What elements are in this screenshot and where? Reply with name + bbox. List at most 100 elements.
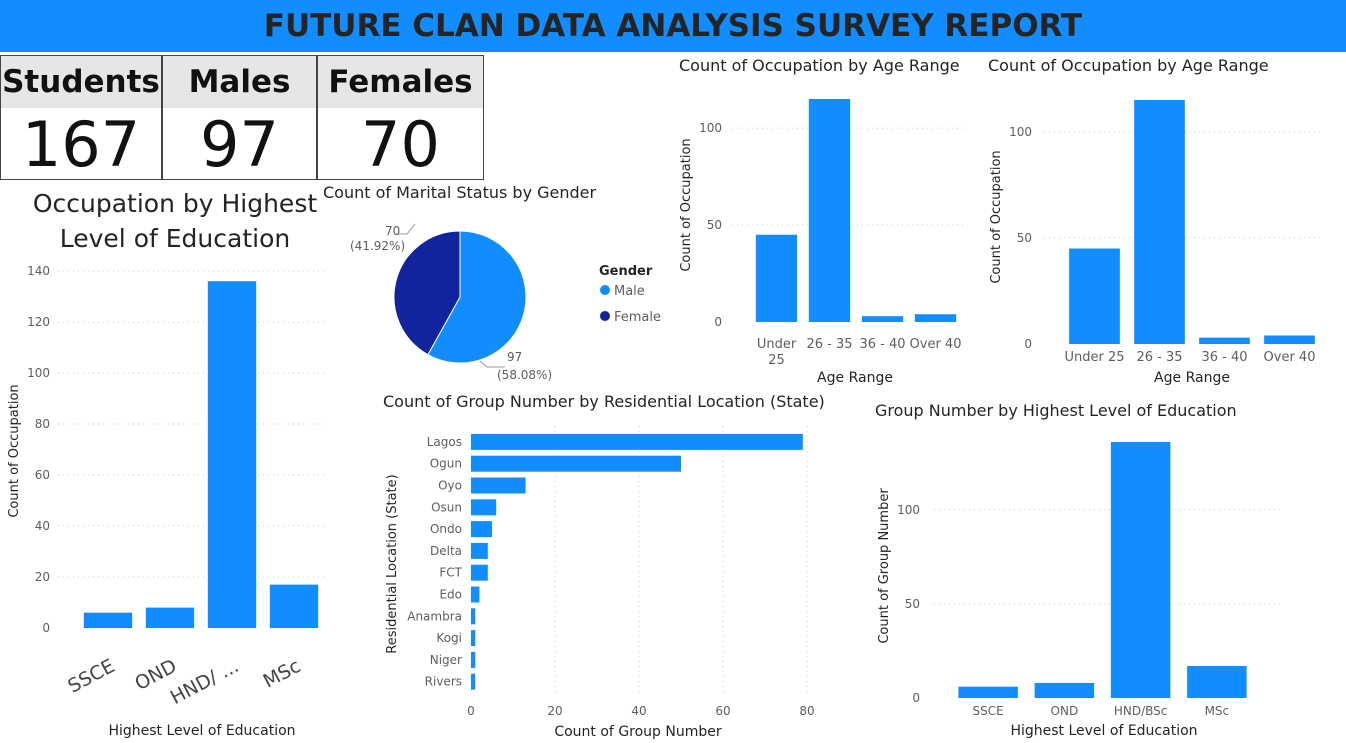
bar — [83, 612, 133, 628]
age-occupation-title-2: Count of Occupation by Age Range — [988, 56, 1269, 75]
edu-occupation-title-line2: Level of Education — [59, 224, 291, 253]
y-axis-title: Count of Occupation — [7, 384, 22, 517]
data-label-percent: (58.08%) — [497, 368, 552, 382]
bar — [471, 651, 476, 668]
students-card: Students 167 — [0, 55, 162, 180]
y-tick-label: 140 — [27, 264, 50, 278]
x-axis-title: Count of Group Number — [554, 724, 722, 740]
x-category-label: SSCE — [973, 704, 1004, 718]
marital-gender-title: Count of Marital Status by Gender — [323, 183, 597, 202]
males-card: Males 97 — [162, 55, 317, 180]
legend-label: Female — [614, 310, 661, 325]
x-category-label: 26 - 35 — [1136, 350, 1182, 365]
y-category-label: Anambra — [407, 609, 462, 623]
bar — [1034, 682, 1095, 698]
bar — [471, 608, 476, 625]
bar — [1110, 442, 1171, 698]
bar — [471, 455, 681, 472]
y-tick-label: 20 — [35, 570, 50, 584]
bar — [207, 281, 257, 628]
x-tick-label: 0 — [467, 704, 475, 718]
x-axis-title: Highest Level of Education — [1010, 723, 1197, 739]
x-tick-label: 20 — [547, 704, 562, 718]
y-tick-label: 60 — [35, 468, 50, 482]
report-title: FUTURE CLAN DATA ANALYSIS SURVEY REPORT — [263, 8, 1083, 44]
state-group-title: Count of Group Number by Residential Loc… — [383, 392, 825, 411]
x-tick-label: 40 — [631, 704, 646, 718]
x-category-label: 26 - 35 — [806, 337, 852, 352]
bar — [471, 433, 803, 450]
y-tick-label: 100 — [897, 503, 920, 517]
males-card-label: Males — [163, 56, 316, 108]
data-label-percent: (41.92%) — [350, 239, 405, 253]
bar — [808, 99, 851, 322]
leader-line — [479, 360, 505, 368]
edu-occupation-title-line1: Occupation by Highest — [32, 189, 318, 218]
x-category-label: MSc — [1205, 704, 1230, 718]
students-card-value: 167 — [21, 108, 141, 181]
females-card-value: 70 — [361, 108, 440, 181]
leader-line — [397, 223, 416, 235]
x-category-label: MSc — [260, 655, 305, 693]
y-tick-label: 40 — [35, 519, 50, 533]
edu-occupation-title: Occupation by Highest Level of Education — [0, 186, 350, 256]
bar — [471, 630, 476, 647]
bar — [914, 314, 957, 322]
y-category-label: Niger — [430, 653, 462, 667]
females-card-label: Females — [318, 56, 483, 108]
y-tick-label: 120 — [27, 315, 50, 329]
bar — [471, 521, 492, 538]
age-occupation-title-1: Count of Occupation by Age Range — [679, 56, 960, 75]
bar — [1069, 248, 1120, 344]
legend-marker — [600, 311, 610, 321]
bar — [861, 316, 904, 322]
bar — [145, 607, 195, 628]
bar — [1264, 335, 1315, 344]
x-axis-title: Age Range — [817, 370, 893, 386]
age-occupation-chart-2: 0 50 100 Under 25 26 - 35 36 - 40 Over 40 Age R… — [989, 100, 1324, 386]
edu-group-chart: 0 50 100 SSCE OND HND/BSc MSc Highest Level of … — [877, 442, 1280, 739]
y-tick-label: 100 — [1009, 125, 1032, 139]
y-tick-label: 0 — [912, 691, 920, 705]
y-category-label: Lagos — [427, 435, 462, 449]
data-label: 70 — [385, 224, 400, 238]
x-category-label: HND/ ... — [167, 655, 242, 709]
x-category-label: 36 - 40 — [1201, 350, 1247, 365]
y-category-label: Oyo — [438, 479, 462, 493]
header-banner — [0, 0, 1346, 52]
y-tick-label: 0 — [714, 315, 722, 329]
x-category-label: Over 40 — [1264, 350, 1316, 365]
y-axis-title: Count of Occupation — [679, 138, 694, 271]
legend-label: Male — [614, 284, 645, 299]
bar — [471, 499, 497, 516]
bar — [1187, 666, 1247, 698]
pie-slice-male — [427, 230, 527, 364]
data-label: 97 — [507, 350, 522, 364]
y-category-label: Kogi — [436, 631, 462, 645]
legend-marker — [600, 285, 610, 295]
x-category-label: Under 25 — [1064, 350, 1124, 365]
y-axis-title: Count of Group Number — [877, 488, 892, 644]
x-axis-title: Highest Level of Education — [108, 723, 295, 739]
y-category-label: FCT — [439, 566, 462, 580]
females-card: Females 70 — [317, 55, 484, 180]
y-category-label: Ondo — [430, 522, 462, 536]
marital-gender-pie-chart: 97 (58.08%) 70(41.92%) Gender Male Female — [350, 223, 661, 382]
y-tick-label: 80 — [35, 417, 50, 431]
bar — [471, 477, 526, 494]
y-tick-label: 100 — [699, 121, 722, 135]
x-tick-label: 80 — [799, 704, 814, 718]
x-category-label: Under — [757, 337, 797, 352]
x-category-label: OND — [1051, 704, 1079, 718]
x-category-label: 36 - 40 — [859, 337, 905, 352]
bar — [269, 584, 319, 628]
edu-group-title: Group Number by Highest Level of Educati… — [875, 401, 1237, 420]
y-tick-label: 0 — [1024, 337, 1032, 351]
x-category-label: Over 40 — [910, 337, 962, 352]
bar — [471, 673, 476, 690]
x-category-label: SSCE — [64, 655, 118, 698]
bar — [471, 564, 488, 581]
y-category-label: Rivers — [425, 675, 462, 689]
